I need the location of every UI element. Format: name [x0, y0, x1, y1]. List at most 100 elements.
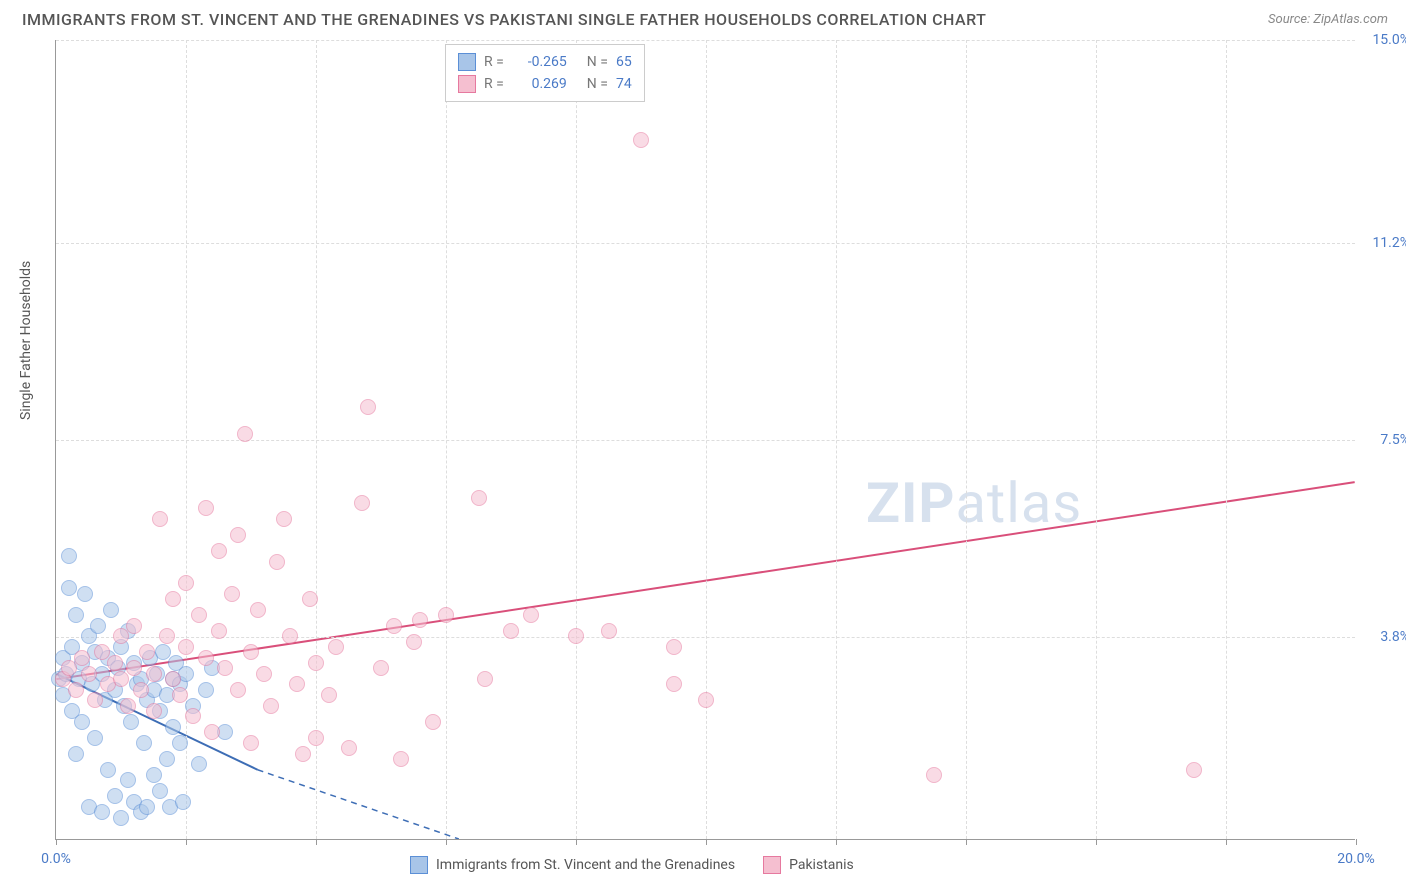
scatter-point	[77, 586, 93, 602]
x-tick	[316, 839, 317, 845]
scatter-point	[198, 650, 214, 666]
scatter-point	[1186, 762, 1202, 778]
scatter-point	[68, 607, 84, 623]
scatter-point	[61, 660, 77, 676]
scatter-point	[282, 628, 298, 644]
x-tick	[56, 839, 57, 845]
scatter-point	[165, 591, 181, 607]
source-attribution: Source: ZipAtlas.com	[1268, 12, 1388, 27]
legend-swatch	[410, 856, 428, 874]
scatter-point	[386, 618, 402, 634]
scatter-point	[198, 500, 214, 516]
scatter-point	[146, 666, 162, 682]
legend-series-item: Immigrants from St. Vincent and the Gren…	[410, 856, 735, 874]
scatter-point	[191, 607, 207, 623]
scatter-point	[471, 490, 487, 506]
scatter-point	[211, 623, 227, 639]
scatter-point	[666, 676, 682, 692]
scatter-point	[107, 655, 123, 671]
r-value: 0.269	[512, 76, 567, 92]
legend-swatch	[458, 53, 476, 71]
r-value: -0.265	[512, 54, 567, 70]
scatter-point	[126, 618, 142, 634]
scatter-point	[68, 746, 84, 762]
legend-series-item: Pakistanis	[763, 856, 854, 874]
legend-series-label: Pakistanis	[789, 857, 854, 873]
scatter-point	[120, 772, 136, 788]
scatter-point	[139, 644, 155, 660]
scatter-point	[68, 682, 84, 698]
scatter-point	[308, 655, 324, 671]
scatter-point	[126, 660, 142, 676]
scatter-point	[90, 618, 106, 634]
scatter-point	[308, 730, 324, 746]
scatter-point	[165, 719, 181, 735]
scatter-point	[113, 810, 129, 826]
scatter-point	[295, 746, 311, 762]
scatter-point	[74, 650, 90, 666]
scatter-point	[633, 132, 649, 148]
legend-stats: R =-0.265N =65R =0.269N =74	[445, 44, 645, 102]
scatter-point	[136, 735, 152, 751]
scatter-point	[107, 788, 123, 804]
r-label: R =	[484, 76, 504, 92]
scatter-point	[523, 607, 539, 623]
scatter-point	[601, 623, 617, 639]
scatter-point	[412, 612, 428, 628]
scatter-point	[100, 762, 116, 778]
y-axis-label: Single Father Households	[18, 261, 34, 420]
scatter-point	[133, 682, 149, 698]
scatter-point	[250, 602, 266, 618]
scatter-point	[191, 756, 207, 772]
gridline-vertical	[1226, 40, 1227, 839]
scatter-point	[74, 714, 90, 730]
r-label: R =	[484, 54, 504, 70]
scatter-point	[438, 607, 454, 623]
y-tick-label: 3.8%	[1380, 629, 1406, 645]
n-label: N =	[587, 54, 608, 70]
legend-swatch	[763, 856, 781, 874]
scatter-point	[146, 703, 162, 719]
scatter-point	[113, 671, 129, 687]
x-tick-label: 0.0%	[41, 851, 71, 867]
scatter-point	[393, 751, 409, 767]
scatter-point	[198, 682, 214, 698]
n-label: N =	[587, 76, 608, 92]
scatter-point	[503, 623, 519, 639]
scatter-point	[321, 687, 337, 703]
scatter-point	[243, 735, 259, 751]
x-tick	[1226, 839, 1227, 845]
x-tick	[186, 839, 187, 845]
plot-area: ZIPatlas 3.8%7.5%11.2%15.0%0.0%20.0%	[55, 40, 1355, 840]
scatter-point	[94, 804, 110, 820]
scatter-point	[341, 740, 357, 756]
gridline-vertical	[836, 40, 837, 839]
scatter-point	[165, 671, 181, 687]
gridline-vertical	[1096, 40, 1097, 839]
scatter-point	[302, 591, 318, 607]
x-tick	[446, 839, 447, 845]
scatter-point	[178, 575, 194, 591]
scatter-point	[237, 426, 253, 442]
scatter-point	[103, 602, 119, 618]
scatter-point	[185, 708, 201, 724]
scatter-point	[230, 682, 246, 698]
scatter-point	[373, 660, 389, 676]
scatter-point	[230, 527, 246, 543]
x-tick	[966, 839, 967, 845]
scatter-point	[211, 543, 227, 559]
gridline-vertical	[966, 40, 967, 839]
scatter-point	[87, 730, 103, 746]
gridline-vertical	[706, 40, 707, 839]
trend-line-dashed	[258, 770, 459, 839]
y-tick-label: 11.2%	[1372, 235, 1406, 251]
gridline-vertical	[576, 40, 577, 839]
chart-title: IMMIGRANTS FROM ST. VINCENT AND THE GREN…	[22, 10, 986, 29]
scatter-point	[87, 692, 103, 708]
scatter-point	[139, 799, 155, 815]
scatter-point	[159, 751, 175, 767]
legend-series: Immigrants from St. Vincent and the Gren…	[410, 856, 854, 874]
gridline-vertical	[446, 40, 447, 839]
scatter-point	[425, 714, 441, 730]
scatter-point	[269, 554, 285, 570]
